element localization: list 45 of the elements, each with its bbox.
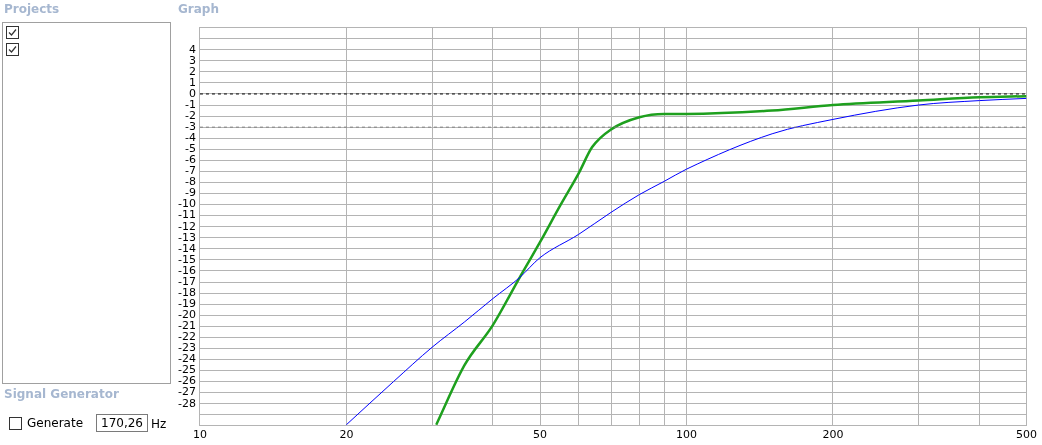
x-tick-label: 100 <box>675 428 697 442</box>
y-tick-label: 0 <box>188 86 196 100</box>
y-tick-label: -8 <box>185 175 196 189</box>
x-tick-label: 200 <box>822 428 844 442</box>
y-tick-label: -26 <box>178 374 196 388</box>
y-tick-label: -15 <box>178 252 196 266</box>
y-tick-label: -23 <box>178 341 196 355</box>
y-tick-label: -5 <box>185 142 196 156</box>
y-tick-label: -16 <box>178 263 196 277</box>
y-tick-label: -18 <box>178 285 196 299</box>
text: Generate <box>27 416 84 430</box>
y-tick-label: -21 <box>178 319 196 333</box>
text: Hz <box>151 417 167 431</box>
y-tick-label: -13 <box>178 230 196 244</box>
y-tick-label: -1 <box>185 97 196 111</box>
y-tick-label: -11 <box>178 208 196 222</box>
y-tick-label: 4 <box>188 42 196 56</box>
text: Signal Generator <box>4 387 119 401</box>
y-tick-label: 1 <box>188 75 196 89</box>
y-tick-label: -4 <box>185 131 196 145</box>
y-tick-label: -14 <box>178 241 196 255</box>
y-tick-label: -25 <box>178 363 196 377</box>
y-tick-label: -17 <box>178 274 196 288</box>
x-tick-label: 500 <box>1016 428 1037 442</box>
y-tick-label: -7 <box>185 164 196 178</box>
y-tick-label: -19 <box>178 296 196 310</box>
y-tick-label: -27 <box>178 385 196 399</box>
text: 170,26 <box>96 414 148 432</box>
y-tick-label: -6 <box>185 153 196 167</box>
y-tick-label: -28 <box>178 396 196 410</box>
text: Projects <box>4 2 60 16</box>
text: Graph <box>178 2 219 16</box>
x-tick-label: 10 <box>192 428 207 442</box>
y-tick-label: -9 <box>185 186 196 200</box>
y-tick-label: -2 <box>185 108 196 122</box>
y-tick-label: -12 <box>178 219 196 233</box>
y-tick-label: 2 <box>188 64 196 78</box>
y-tick-label: -10 <box>178 197 196 211</box>
y-tick-label: -22 <box>178 330 196 344</box>
y-tick-label: 3 <box>188 53 196 67</box>
y-tick-label: -24 <box>178 352 196 366</box>
x-tick-label: 20 <box>339 428 354 442</box>
x-tick-label: 50 <box>533 428 548 442</box>
y-tick-label: -20 <box>178 308 196 322</box>
y-tick-label: -3 <box>185 120 196 134</box>
